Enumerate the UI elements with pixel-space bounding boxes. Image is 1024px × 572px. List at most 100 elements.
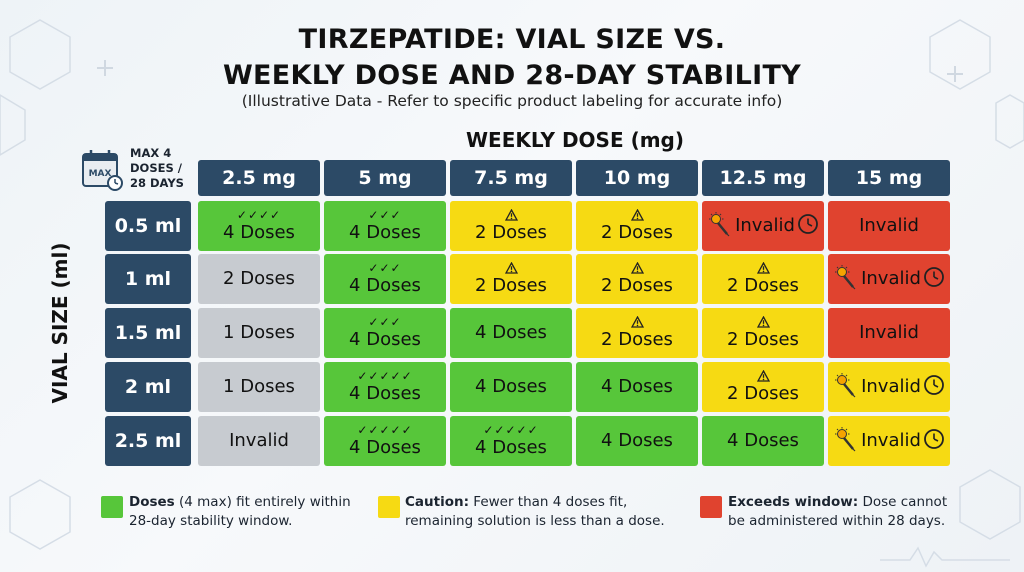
legend-item-green: Doses (4 max) fit entirely within 28-day…: [129, 493, 369, 531]
cell-value: 4 Doses: [223, 222, 295, 243]
table-cell: Invalid: [828, 416, 950, 466]
cell-value: 4 Doses: [601, 430, 673, 451]
calendar-icon-text: MAX: [89, 169, 112, 179]
warning-icon: [630, 261, 644, 275]
invalid-group: Invalid: [707, 211, 819, 242]
legend-swatch-red: [700, 496, 722, 518]
cell-value: 2 Doses: [223, 268, 295, 289]
checkmarks-icon: ✓✓✓: [368, 261, 402, 275]
invalid-group: Invalid: [833, 264, 945, 295]
table-cell: ✓✓✓✓ 4 Doses: [198, 201, 320, 251]
row-axis-label: VIAL SIZE (ml): [48, 242, 72, 404]
checkmarks-icon: ✓✓✓: [368, 208, 402, 222]
table-cell: Invalid: [828, 308, 950, 358]
syringe-icon: [707, 211, 733, 242]
legend-swatch-yellow: [378, 496, 400, 518]
table-cell: 2 Doses: [576, 308, 698, 358]
cell-value: 2 Doses: [727, 329, 799, 350]
legend-yellow-bold: Caution:: [405, 494, 469, 510]
legend-green-bold: Doses: [129, 494, 175, 510]
column-header: 15 mg: [828, 160, 950, 196]
legend-red-line2: be administered within 28 days.: [728, 513, 946, 529]
column-header: 5 mg: [324, 160, 446, 196]
table-cell: Invalid: [828, 201, 950, 251]
cell-value: 4 Doses: [349, 383, 421, 404]
table-cell: 1 Doses: [198, 362, 320, 412]
cell-value: 4 Doses: [349, 222, 421, 243]
cell-value: 2 Doses: [727, 275, 799, 296]
cell-value: 1 Doses: [223, 376, 295, 397]
table-cell: ✓✓✓ 4 Doses: [324, 308, 446, 358]
column-header: 12.5 mg: [702, 160, 824, 196]
cell-value: 4 Doses: [475, 437, 547, 458]
column-header: 10 mg: [576, 160, 698, 196]
max-doses-label: MAX 4 DOSES / 28 DAYS: [130, 146, 184, 190]
clock-icon: [923, 266, 945, 293]
cell-value: Invalid: [861, 430, 921, 451]
warning-icon: [504, 208, 518, 222]
legend-yellow-line2: remaining solution is less than a dose.: [405, 513, 665, 529]
cell-value: 4 Doses: [475, 322, 547, 343]
cell-value: 4 Doses: [349, 275, 421, 296]
legend-swatch-green: [101, 496, 123, 518]
syringe-icon: [833, 372, 859, 403]
column-header: 7.5 mg: [450, 160, 572, 196]
row-header: 0.5 ml: [105, 201, 191, 251]
cell-value: 4 Doses: [349, 437, 421, 458]
table-cell: 2 Doses: [450, 201, 572, 251]
cell-value: Invalid: [861, 376, 921, 397]
clock-icon: [923, 374, 945, 401]
cell-value: Invalid: [229, 430, 289, 451]
warning-icon: [504, 261, 518, 275]
cell-value: 2 Doses: [475, 275, 547, 296]
checkmarks-icon: ✓✓✓✓✓: [357, 423, 413, 437]
title-line-1: TIRZEPATIDE: VIAL SIZE VS.: [298, 24, 726, 55]
table-cell: 2 Doses: [198, 254, 320, 304]
column-header: 2.5 mg: [198, 160, 320, 196]
table-cell: 4 Doses: [576, 362, 698, 412]
title-line-2: WEEKLY DOSE AND 28-DAY STABILITY: [222, 60, 802, 91]
table-cell: Invalid: [702, 201, 824, 251]
chart-title: TIRZEPATIDE: VIAL SIZE VS. WEEKLY DOSE A…: [0, 22, 1024, 94]
legend-green-line2: 28-day stability window.: [129, 513, 293, 529]
cell-value: 4 Doses: [727, 430, 799, 451]
row-header: 2.5 ml: [105, 416, 191, 466]
cell-value: Invalid: [859, 322, 919, 343]
legend-red-line1: Dose cannot: [858, 494, 948, 510]
invalid-group: Invalid: [833, 426, 945, 457]
cell-value: 4 Doses: [475, 376, 547, 397]
row-header: 1.5 ml: [105, 308, 191, 358]
table-cell: Invalid: [198, 416, 320, 466]
cell-value: Invalid: [859, 215, 919, 236]
invalid-group: Invalid: [833, 372, 945, 403]
cell-value: 2 Doses: [727, 383, 799, 404]
table-cell: ✓✓✓✓✓ 4 Doses: [450, 416, 572, 466]
cell-value: Invalid: [861, 268, 921, 289]
calendar-clock-icon: MAX: [82, 150, 123, 191]
legend-green-line1: (4 max) fit entirely within: [174, 494, 351, 510]
cell-value: 2 Doses: [475, 222, 547, 243]
table-cell: Invalid: [828, 362, 950, 412]
row-header: 1 ml: [105, 254, 191, 304]
cell-value: 4 Doses: [349, 329, 421, 350]
table-cell: 2 Doses: [576, 201, 698, 251]
clock-icon: [797, 213, 819, 240]
checkmarks-icon: ✓✓✓✓✓: [357, 369, 413, 383]
cell-value: Invalid: [735, 215, 795, 236]
table-cell: ✓✓✓✓✓ 4 Doses: [324, 362, 446, 412]
checkmarks-icon: ✓✓✓: [368, 315, 402, 329]
table-cell: 1 Doses: [198, 308, 320, 358]
table-cell: 4 Doses: [576, 416, 698, 466]
table-cell: 2 Doses: [450, 254, 572, 304]
warning-icon: [756, 315, 770, 329]
table-cell: ✓✓✓ 4 Doses: [324, 201, 446, 251]
table-cell: Invalid: [828, 254, 950, 304]
syringe-icon: [833, 264, 859, 295]
legend-red-bold: Exceeds window:: [728, 494, 859, 510]
chart-subtitle: (Illustrative Data - Refer to specific p…: [241, 92, 783, 110]
cell-value: 2 Doses: [601, 329, 673, 350]
table-cell: 4 Doses: [702, 416, 824, 466]
cell-value: 2 Doses: [601, 275, 673, 296]
warning-icon: [756, 369, 770, 383]
table-cell: 4 Doses: [450, 362, 572, 412]
